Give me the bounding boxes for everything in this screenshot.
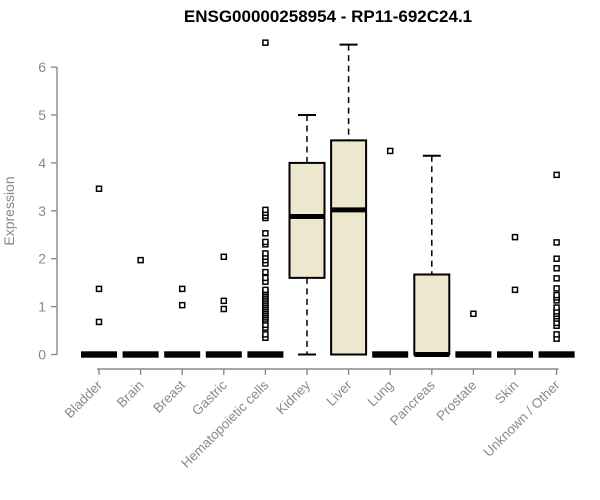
- box-group: [205, 253, 242, 358]
- collapsed-box: [497, 351, 533, 358]
- outlier-point: [262, 230, 269, 237]
- collapsed-box: [372, 351, 409, 358]
- box-group: [330, 43, 368, 356]
- x-category-label: Lung: [364, 378, 396, 410]
- x-category-label: Unknown / Other: [480, 377, 563, 460]
- outlier-point: [262, 250, 269, 257]
- outlier-point: [262, 206, 269, 214]
- outlier-point: [262, 238, 269, 246]
- x-category-label: Brain: [114, 378, 147, 411]
- collapsed-box: [455, 351, 492, 358]
- outlier-point: [553, 255, 560, 262]
- iqr-box: [288, 161, 326, 279]
- y-tick-label: 0: [38, 347, 46, 363]
- outlier-point: [178, 301, 186, 309]
- outlier-point: [220, 305, 228, 313]
- collapsed-box: [164, 351, 201, 358]
- outlier-point: [553, 285, 560, 292]
- x-category-label: Kidney: [273, 377, 313, 417]
- collapsed-box: [205, 351, 242, 358]
- y-tick-label: 3: [38, 203, 46, 219]
- outlier-point: [262, 331, 269, 338]
- y-tick-label: 2: [38, 251, 46, 267]
- outlier-point: [511, 286, 519, 294]
- outlier-point: [137, 256, 144, 264]
- x-category-label: Prostate: [433, 378, 479, 424]
- x-category-label: Bladder: [62, 377, 106, 421]
- box-marks-layer: [81, 39, 575, 358]
- iqr-box: [413, 273, 451, 356]
- outlier-point: [95, 285, 103, 293]
- outlier-point: [220, 253, 228, 261]
- y-tick-label: 6: [38, 59, 46, 75]
- box-group: [81, 185, 117, 358]
- x-category-label: Skin: [492, 378, 521, 407]
- outlier-point: [553, 331, 560, 338]
- y-tick-label: 4: [38, 155, 46, 171]
- box-group: [497, 233, 533, 358]
- outlier-point: [553, 291, 560, 299]
- outlier-point: [262, 39, 269, 46]
- x-category-label: Pancreas: [387, 377, 438, 428]
- x-category-label: Liver: [323, 377, 355, 409]
- outlier-point: [262, 286, 269, 294]
- outlier-point: [95, 318, 103, 326]
- y-axis-label: Expression: [1, 176, 17, 245]
- box-group: [122, 256, 159, 358]
- x-category-label: Breast: [150, 377, 188, 415]
- box-group: [455, 310, 492, 358]
- collapsed-box: [247, 351, 284, 358]
- box-group: [372, 147, 409, 358]
- outlier-point: [553, 304, 560, 311]
- box-group: [413, 154, 451, 357]
- iqr-box: [330, 139, 368, 356]
- outlier-point: [220, 297, 228, 305]
- outlier-point: [262, 268, 269, 276]
- outlier-point: [553, 265, 560, 272]
- outlier-point: [511, 233, 519, 241]
- collapsed-box: [538, 351, 575, 358]
- collapsed-box: [81, 351, 117, 358]
- box-group: [247, 39, 284, 358]
- outlier-point: [95, 185, 103, 193]
- outlier-point: [470, 310, 477, 318]
- chart-title: ENSG00000258954 - RP11-692C24.1: [184, 7, 472, 26]
- box-group: [288, 114, 326, 356]
- y-tick-label: 1: [38, 299, 46, 315]
- outlier-point: [553, 171, 560, 179]
- outlier-point: [386, 147, 394, 155]
- outlier-point: [553, 275, 560, 282]
- box-group: [538, 171, 575, 358]
- box-group: [164, 285, 201, 358]
- outlier-point: [178, 285, 186, 293]
- outlier-point: [262, 274, 269, 282]
- y-tick-label: 5: [38, 107, 46, 123]
- outlier-point: [553, 239, 560, 246]
- collapsed-box: [122, 351, 159, 358]
- x-category-label: Gastric: [189, 377, 230, 418]
